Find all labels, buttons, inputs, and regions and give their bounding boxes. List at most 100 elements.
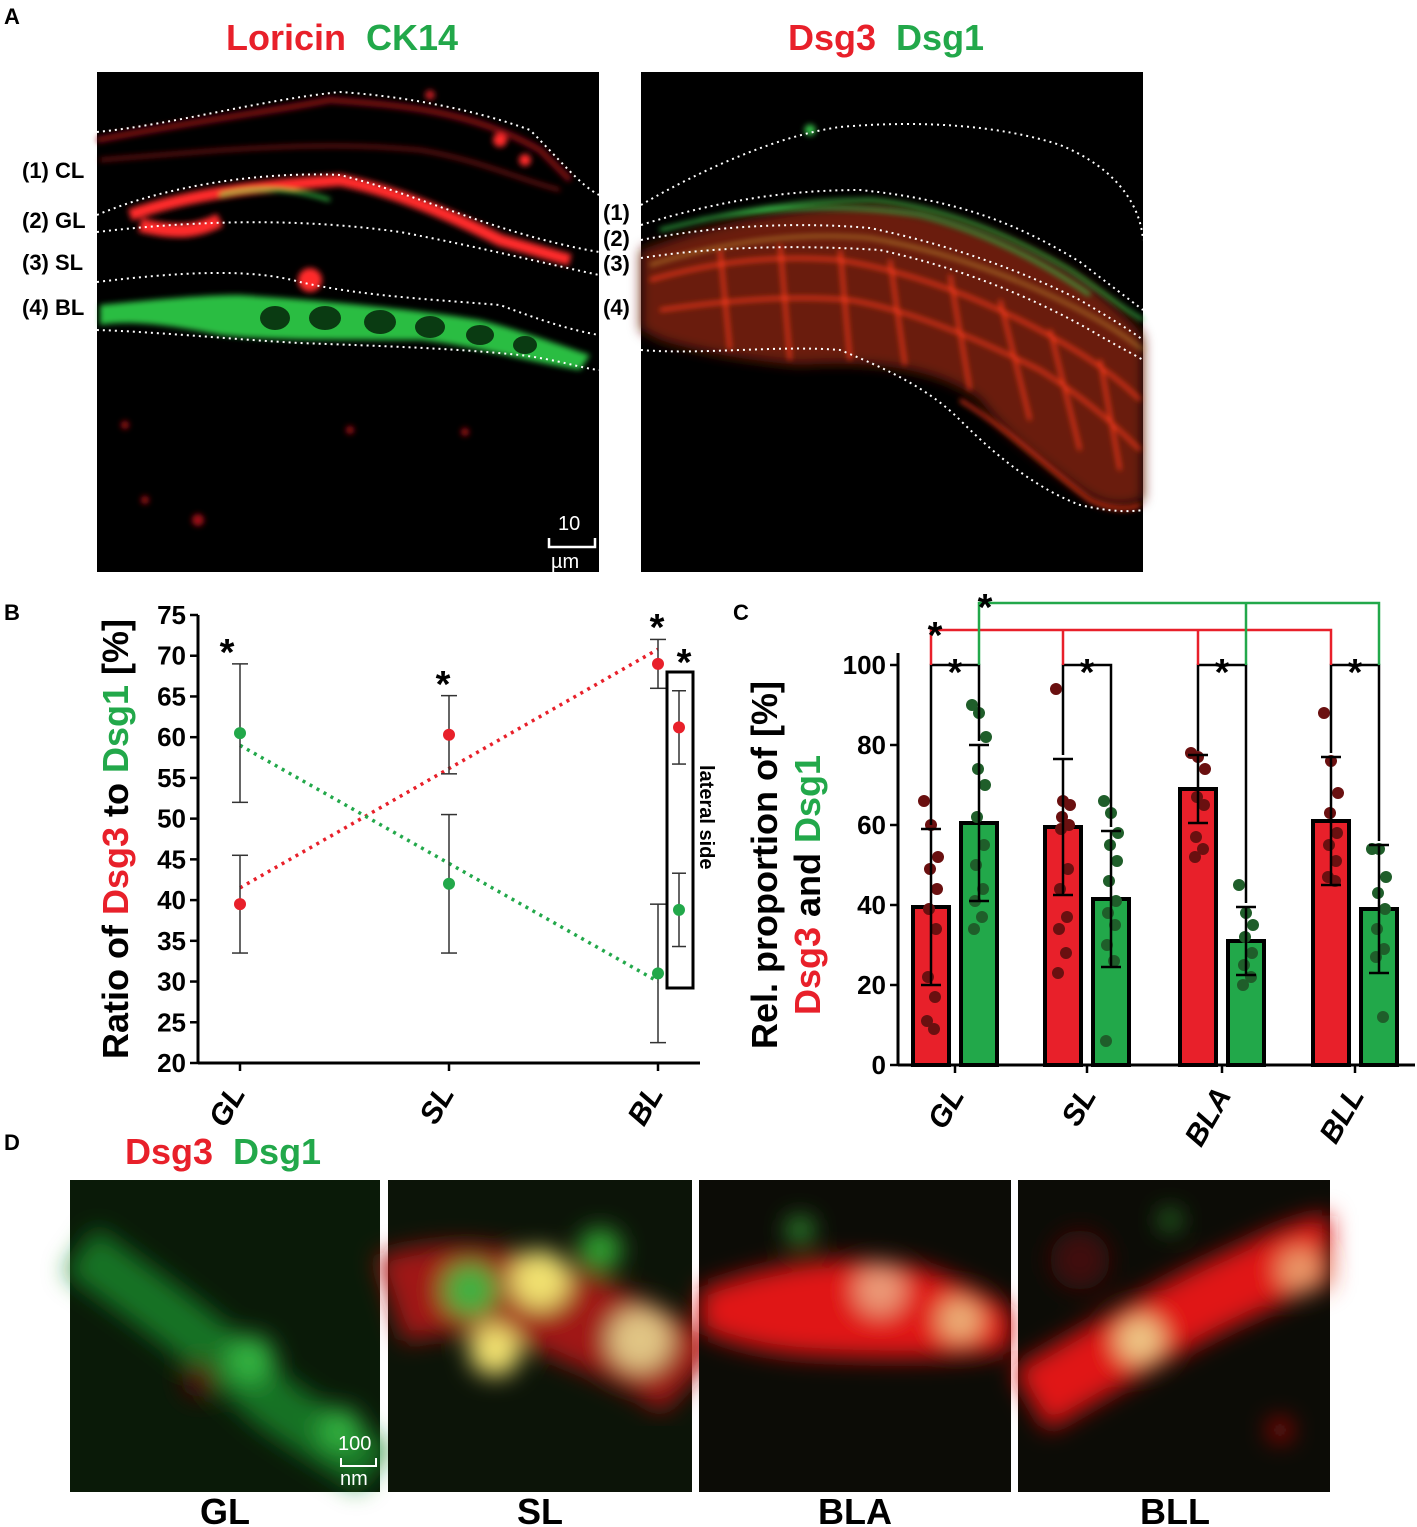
c-dot-red-1-10 — [1060, 947, 1072, 959]
c-dot-green-0-10 — [976, 911, 988, 923]
c-star-green: * — [978, 587, 993, 629]
c-ytick-label-100: 100 — [843, 650, 886, 680]
b-point-red-2 — [652, 657, 664, 670]
chart-b: 20 25 30 35 40 45 50 55 60 65 70 75 GL SL BL Ratio of D… — [95, 600, 717, 1133]
b-ylabel-part-1: Dsg3 — [95, 827, 136, 915]
c-ylabel-part-4: [%] — [744, 681, 785, 747]
c-dot-red-2-5 — [1190, 831, 1202, 843]
c-dot-green-3-5 — [1371, 923, 1383, 935]
title-loricin: Loricin — [226, 17, 346, 58]
c-star-pair-1: * — [1080, 652, 1095, 694]
c-ytick-label-0: 0 — [872, 1050, 886, 1080]
c-dot-green-0-11 — [968, 923, 980, 935]
b-ytick-label-45: 45 — [157, 844, 186, 874]
scalebar-10um: 10 µm — [547, 513, 597, 573]
c-dot-red-1-0 — [1050, 683, 1062, 695]
micrograph-dsg3-dsg1 — [640, 72, 1144, 572]
svg-text:(3) SL: (3) SL — [22, 250, 83, 275]
c-bracket-pair-3 — [1329, 663, 1381, 841]
sted-image-bll — [1012, 1180, 1333, 1492]
panel-label-d: D — [4, 1130, 20, 1155]
c-bracket-red — [929, 628, 1333, 665]
svg-text:(4): (4) — [603, 295, 630, 320]
svg-text:(1) CL: (1) CL — [22, 158, 84, 183]
panel-a-right-title: Dsg3 Dsg1 — [788, 17, 984, 58]
svg-text:(1): (1) — [603, 200, 630, 225]
c-dot-red-0-9 — [921, 1015, 933, 1027]
label-gl: GL — [200, 1491, 250, 1527]
c-dot-red-3-2 — [1332, 787, 1344, 799]
c-dot-red-3-4 — [1331, 827, 1343, 839]
chart-c: 0 20 40 60 80 100 GL SL BLA BLL Rel. proportion of… — [744, 587, 1415, 1152]
title-dsg1-a: Dsg1 — [896, 17, 984, 58]
c-dot-green-2-0 — [1233, 879, 1245, 891]
c-ylabel-part-2: and — [787, 843, 828, 927]
c-dot-green-2-2 — [1247, 919, 1259, 931]
c-ytick-label-20: 20 — [857, 970, 886, 1000]
c-dot-green-1-5 — [1103, 875, 1115, 887]
layer-boundaries-right — [640, 123, 1144, 513]
c-star-red: * — [928, 615, 943, 657]
c-dot-red-1-11 — [1052, 967, 1064, 979]
title-dsg3-d: Dsg3 — [125, 1131, 213, 1172]
b-significance-star-0: * — [220, 632, 235, 674]
c-ylabel-part-0: Rel. proportion of — [744, 746, 785, 1049]
c-dot-red-1-6 — [1062, 863, 1074, 875]
c-dot-green-0-0 — [966, 699, 978, 711]
b-lateral-box — [665, 670, 695, 990]
c-ytick-label-80: 80 — [857, 730, 886, 760]
c-ylabel-part-3: Dsg1 — [787, 755, 828, 843]
c-dot-red-3-0 — [1318, 707, 1330, 719]
c-dot-red-1-5 — [1055, 823, 1067, 835]
title-dsg1-d: Dsg1 — [233, 1131, 321, 1172]
c-dot-red-1-9 — [1053, 923, 1065, 935]
c-bracket-pair-1 — [1061, 663, 1113, 827]
c-ytick-label-40: 40 — [857, 890, 886, 920]
c-dot-red-2-7 — [1189, 851, 1201, 863]
c-dot-red-3-6 — [1330, 855, 1342, 867]
b-lateral-point-red — [673, 721, 685, 734]
svg-text:100: 100 — [338, 1433, 371, 1455]
c-bar-red-bla — [1178, 787, 1218, 1067]
c-bracket-pair-2 — [1196, 663, 1248, 903]
b-ylabel: Ratio of Dsg3 to Dsg1 [%] — [95, 619, 136, 1059]
layer-labels-left: (1) CL (2) GL (3) SL (4) BL — [22, 158, 86, 320]
c-dot-green-1-2 — [1112, 827, 1124, 839]
svg-text:10: 10 — [558, 513, 580, 535]
b-ytick-label-40: 40 — [157, 885, 186, 915]
layer-boundaries-left — [96, 90, 600, 371]
c-ylabel-line2: Dsg3 and Dsg1 — [787, 755, 828, 1015]
panel-a-left-title: Loricin CK14 — [226, 17, 458, 58]
b-ylabel-part-0: Ratio of — [95, 915, 136, 1059]
sted-image-sl — [375, 1180, 723, 1492]
c-dot-red-0-10 — [928, 1023, 940, 1035]
c-dot-green-0-2 — [980, 731, 992, 743]
c-ytick-label-60: 60 — [857, 810, 886, 840]
b-ylabel-part-3: Dsg1 — [95, 685, 136, 773]
svg-text:nm: nm — [340, 1468, 368, 1490]
c-ylabel-line1: Rel. proportion of [%] — [744, 681, 785, 1049]
c-xtick-label-bla: BLA — [1179, 1082, 1238, 1152]
c-dot-red-0-4 — [931, 883, 943, 895]
b-xtick-label-gl: GL — [203, 1080, 252, 1133]
b-ytick-label-60: 60 — [157, 722, 186, 752]
panel-d-labels: GL SL BLA BLL — [200, 1491, 1210, 1527]
c-dot-green-1-0 — [1098, 795, 1110, 807]
label-sl: SL — [517, 1491, 563, 1527]
layer-labels-right: (1) (2) (3) (4) — [603, 200, 630, 320]
b-xtick-label-bl: BL — [621, 1080, 670, 1131]
svg-text:(2) GL: (2) GL — [22, 208, 86, 233]
sted-image-bla — [699, 1180, 1011, 1492]
c-dot-red-2-6 — [1197, 843, 1209, 855]
b-significance-star-2: * — [650, 607, 665, 649]
c-dot-green-0-6 — [978, 839, 990, 851]
micrograph-loricin-ck14: 10 µm — [96, 72, 600, 573]
label-bla: BLA — [818, 1491, 892, 1527]
c-xtick-label-bll: BLL — [1313, 1082, 1371, 1149]
b-ylabel-part-4: [%] — [95, 619, 136, 685]
b-point-red-0 — [234, 898, 246, 911]
b-significance-star-3: * — [677, 642, 692, 684]
c-dot-red-2-4 — [1198, 799, 1210, 811]
b-point-green-1 — [443, 877, 455, 890]
c-xtick-label-gl: GL — [922, 1082, 971, 1135]
